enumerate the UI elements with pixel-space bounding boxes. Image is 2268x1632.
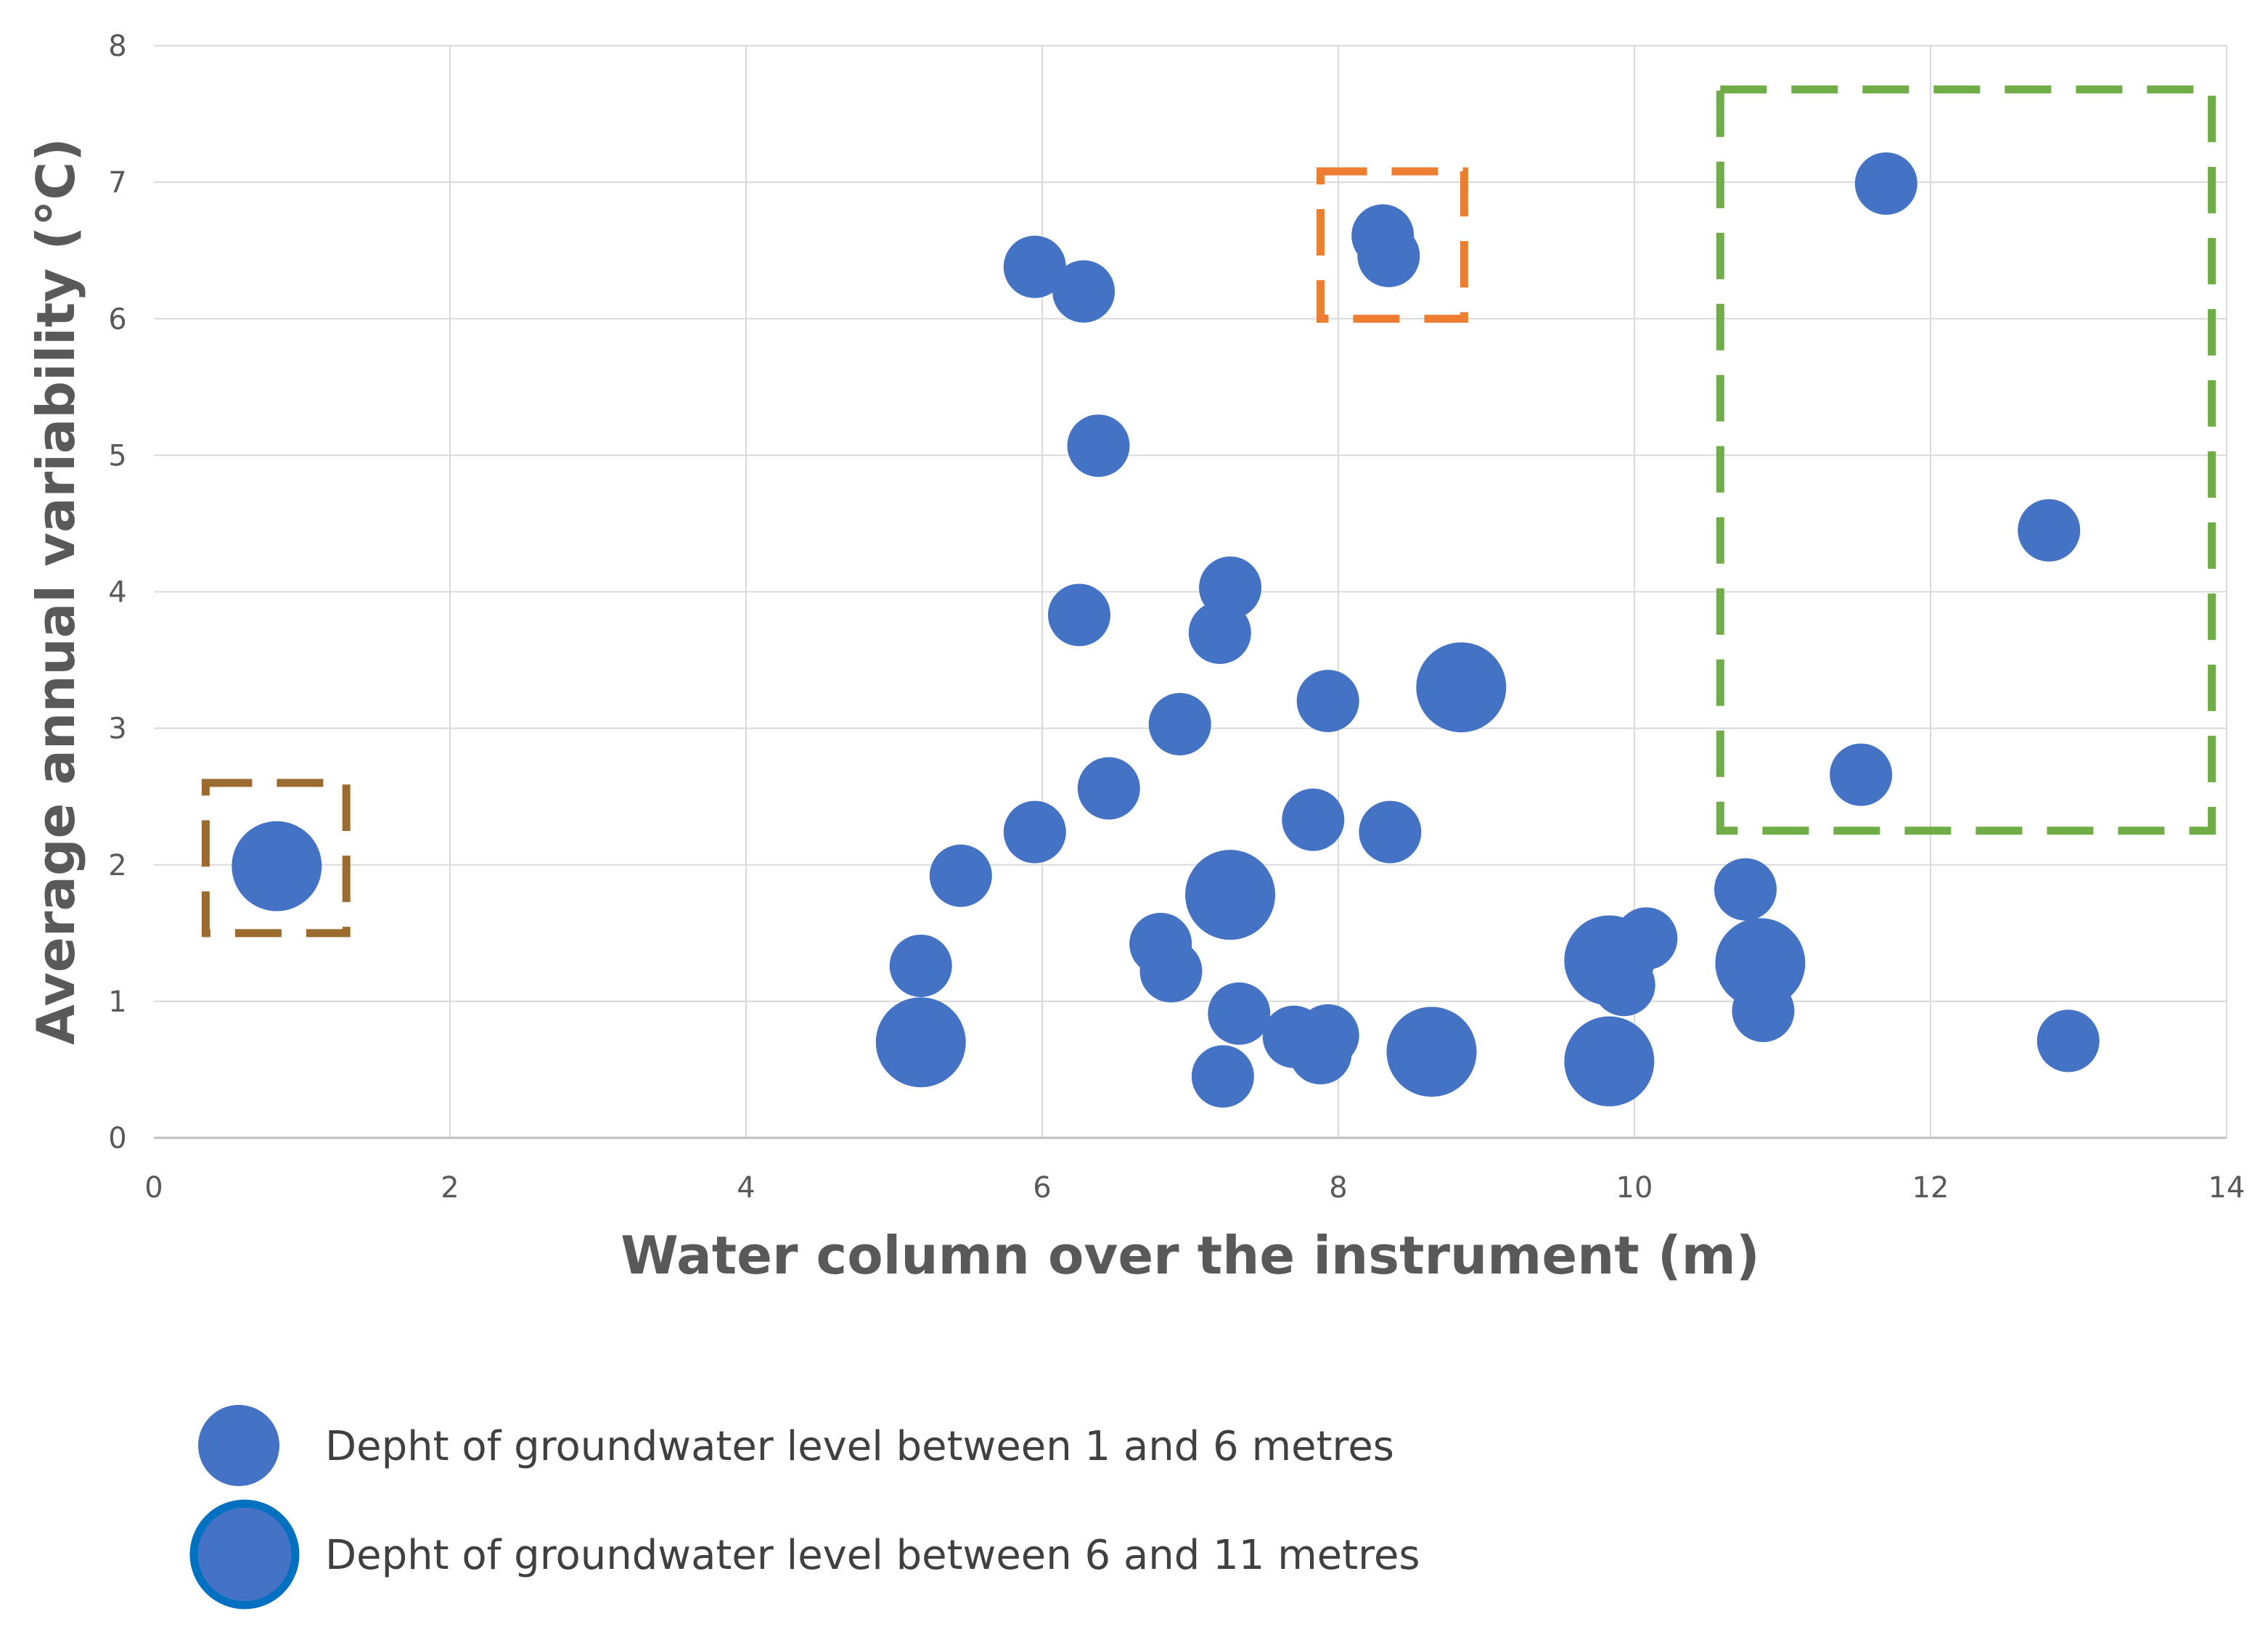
data-points [232, 152, 2100, 1108]
y-tick-label: 6 [108, 303, 126, 336]
data-point [1714, 858, 1777, 921]
x-tick-label: 10 [1616, 1171, 1653, 1205]
highlight-boxes [201, 85, 2216, 938]
data-point [1357, 224, 1420, 287]
data-point [1830, 743, 1893, 806]
data-point [2018, 499, 2081, 562]
data-point [1139, 940, 1203, 1003]
x-tick-label: 8 [1329, 1171, 1347, 1205]
data-point [1416, 642, 1507, 733]
data-point [1564, 1016, 1655, 1107]
data-point [1854, 152, 1917, 216]
data-point [1003, 235, 1066, 298]
x-tick-label: 6 [1033, 1171, 1051, 1205]
y-tick-label: 4 [108, 576, 126, 610]
data-point [1048, 583, 1110, 647]
y-axis-title: Average annual variability (°C) [25, 138, 86, 1045]
data-point [1067, 414, 1130, 477]
data-point [1188, 601, 1251, 664]
x-tick-label: 2 [441, 1171, 459, 1205]
data-point [1564, 915, 1655, 1006]
x-tick-label: 14 [2208, 1171, 2246, 1205]
data-point [232, 821, 322, 911]
data-point [889, 934, 952, 997]
y-tick-label: 3 [108, 713, 126, 746]
highlight-box [1317, 167, 1468, 323]
y-tick-label: 1 [108, 985, 126, 1019]
data-point [1208, 982, 1271, 1045]
legend-marker-small [198, 1405, 279, 1486]
legend-label-large: Depht of groundwater level between 6 and… [325, 1532, 1420, 1579]
data-point [1386, 1006, 1477, 1097]
data-point [1052, 260, 1115, 323]
data-point [1077, 757, 1140, 820]
x-tick-label: 4 [737, 1171, 755, 1205]
data-point [1191, 1045, 1254, 1108]
data-point [1148, 692, 1211, 755]
data-point [875, 997, 966, 1088]
data-point [1282, 788, 1345, 851]
data-point [1715, 918, 1806, 1009]
y-tick-label: 7 [108, 166, 126, 200]
highlight-box [1716, 85, 2216, 835]
data-point [1296, 1004, 1359, 1067]
data-point [929, 844, 992, 907]
highlight-box [201, 779, 351, 938]
x-axis-title: Water column over the instrument (m) [621, 1225, 1759, 1286]
legend-label-small: Depht of groundwater level between 1 and… [325, 1423, 1394, 1470]
y-tick-label: 5 [108, 439, 126, 472]
x-tick-label: 0 [144, 1171, 163, 1205]
data-point [1359, 800, 1422, 864]
x-tick-label: 12 [1912, 1171, 1949, 1205]
data-point [1003, 800, 1066, 864]
data-point [1296, 670, 1359, 732]
y-tick-label: 0 [108, 1122, 126, 1155]
legend-marker-large [189, 1499, 300, 1610]
legend: Depht of groundwater level between 1 and… [189, 1405, 1420, 1610]
y-tick-label: 2 [108, 849, 126, 882]
y-tick-label: 8 [108, 30, 126, 63]
data-point [1185, 850, 1276, 940]
data-point [2036, 1009, 2100, 1073]
